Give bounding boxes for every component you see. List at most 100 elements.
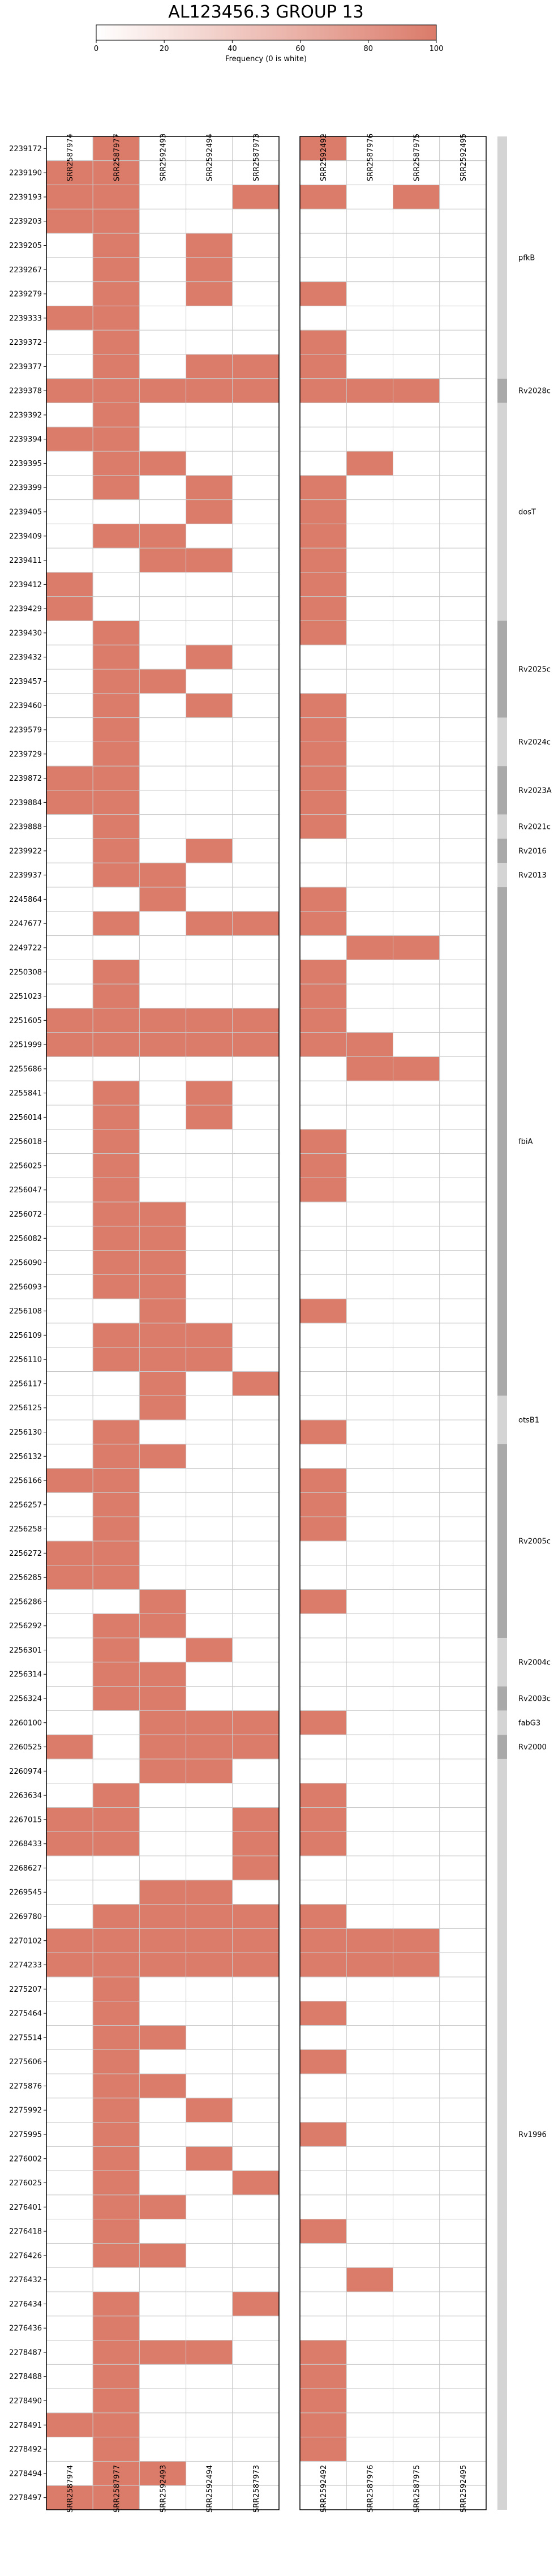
colorbar-tick-label: 100 (430, 45, 444, 53)
heatmap-cell (393, 983, 440, 1009)
column-label-top: SRR2592493 (160, 134, 168, 181)
heatmap-cell (186, 305, 233, 331)
heatmap-cell (186, 2316, 233, 2341)
row-label: 2269780 (9, 1913, 42, 1922)
heatmap-cell (139, 1419, 187, 1445)
heatmap-cell (439, 1323, 487, 1348)
heatmap-cell (393, 547, 440, 573)
colorbar-gradient (96, 24, 437, 41)
heatmap-cell (346, 838, 393, 863)
heatmap-cell (393, 1880, 440, 1905)
heatmap-cell (346, 2194, 393, 2220)
heatmap-cell (139, 717, 187, 742)
heatmap-cell (46, 1807, 93, 1832)
heatmap-cell (299, 1032, 347, 1057)
heatmap-cell (139, 403, 187, 427)
heatmap-cell (46, 1468, 93, 1493)
heatmap-cell (299, 790, 347, 815)
heatmap-cell (46, 1855, 93, 1881)
heatmap-cell (346, 1589, 393, 1614)
heatmap-cell (232, 1880, 280, 1905)
heatmap-cell (46, 2170, 93, 2196)
heatmap-cell (92, 1444, 140, 1469)
heatmap-cell (439, 208, 487, 234)
heatmap-cell (299, 1395, 347, 1420)
row-label: 2256286 (9, 1598, 42, 1606)
heatmap-cell (439, 2194, 487, 2220)
heatmap-cell (92, 1347, 140, 1372)
heatmap-cell (346, 2340, 393, 2365)
heatmap-cell (92, 233, 140, 258)
heatmap-cell (299, 1565, 347, 1590)
heatmap-cell (46, 547, 93, 573)
heatmap-cell (299, 838, 347, 863)
heatmap-cell (346, 1419, 393, 1445)
heatmap-cell (232, 1129, 280, 1154)
row-label: 2256125 (9, 1404, 42, 1413)
heatmap-cell (139, 1565, 187, 1590)
heatmap-cell (346, 185, 393, 209)
heatmap-cell (299, 330, 347, 355)
heatmap-cell (439, 1589, 487, 1614)
heatmap-cell (299, 1904, 347, 1929)
heatmap-cell (186, 1080, 233, 1106)
heatmap-cell (186, 1976, 233, 2002)
heatmap-cell (139, 1904, 187, 1929)
heatmap-cell (46, 1347, 93, 1372)
heatmap-cell (139, 2291, 187, 2317)
heatmap-cell (139, 814, 187, 839)
row-label: 2275995 (9, 2130, 42, 2139)
heatmap-cell (299, 1250, 347, 1275)
heatmap-cell (139, 547, 187, 573)
heatmap-cell (92, 2291, 140, 2317)
gene-label: Rv2021c (518, 823, 551, 832)
heatmap-cell (439, 959, 487, 985)
heatmap-cell (439, 621, 487, 645)
heatmap-cell (46, 281, 93, 306)
heatmap-cell (186, 2412, 233, 2438)
heatmap-cell (299, 935, 347, 960)
heatmap-cell (92, 2243, 140, 2268)
heatmap-cell (439, 814, 487, 839)
row-label: 2260525 (9, 1743, 42, 1752)
heatmap-cell (346, 1250, 393, 1275)
heatmap-cell (139, 572, 187, 597)
heatmap-cell (139, 1952, 187, 1978)
heatmap-cell (46, 2291, 93, 2317)
heatmap-cell (92, 185, 140, 209)
heatmap-cell (439, 1952, 487, 1978)
heatmap-cell (186, 2388, 233, 2414)
heatmap-cell (439, 1250, 487, 1275)
heatmap-cell (439, 983, 487, 1009)
heatmap-cell (393, 1129, 440, 1154)
heatmap-cell (299, 1444, 347, 1469)
row-label: 2239267 (9, 266, 42, 275)
heatmap-cell (346, 281, 393, 306)
heatmap-cell (186, 1444, 233, 1469)
column-label-bottom: SRR2587975 (413, 2465, 422, 2513)
heatmap-cell (439, 2170, 487, 2196)
heatmap-cell (46, 2122, 93, 2147)
heatmap-cell (139, 305, 187, 331)
heatmap-cell (186, 790, 233, 815)
heatmap-cell (186, 2098, 233, 2123)
heatmap-cell (299, 911, 347, 936)
row-label: 2239394 (9, 435, 42, 444)
row-label: 2278492 (9, 2446, 42, 2454)
heatmap-cell (299, 305, 347, 331)
heatmap-cell (186, 2340, 233, 2365)
heatmap-cell (186, 1032, 233, 1057)
heatmap-cell (299, 2364, 347, 2389)
heatmap-cell (186, 1274, 233, 1299)
heatmap-cell (186, 1758, 233, 1784)
heatmap-cell (46, 208, 93, 234)
row-label: 2239579 (9, 726, 42, 735)
gene-segment (497, 136, 507, 379)
heatmap-cell (299, 2340, 347, 2365)
heatmap-cell (139, 2001, 187, 2026)
heatmap-cell (346, 644, 393, 670)
heatmap-cell (232, 2388, 280, 2414)
heatmap-cell (186, 1952, 233, 1978)
heatmap-cell (346, 1468, 393, 1493)
heatmap-cell (186, 2437, 233, 2462)
